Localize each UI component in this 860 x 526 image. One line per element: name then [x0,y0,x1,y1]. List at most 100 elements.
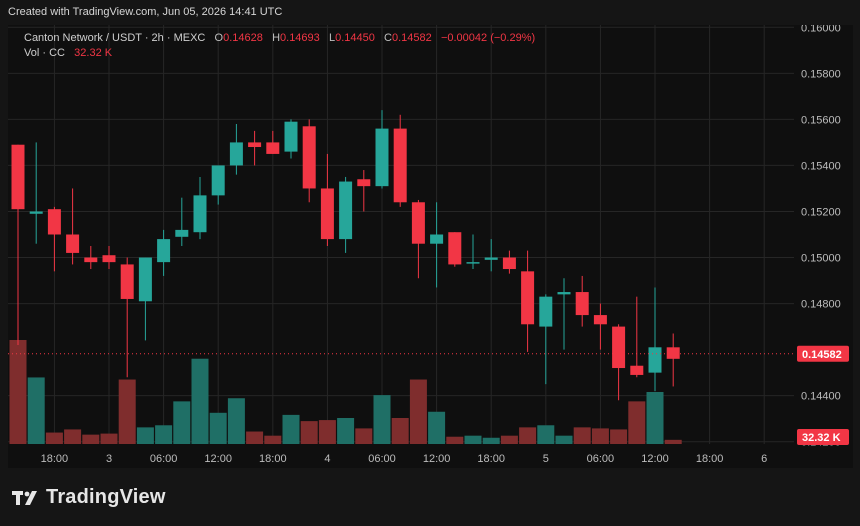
close-label: C [384,32,392,44]
volume-bar [264,435,282,444]
y-tick-label: 0.14800 [801,299,841,311]
candle-body [175,229,189,237]
candle-body [593,315,607,325]
candle-body [630,365,644,375]
candle-body [302,126,316,189]
volume-bar [591,428,609,444]
x-tick-label: 18:00 [696,453,724,465]
y-tick-label: 0.15800 [801,68,841,80]
high-value: 0.14693 [280,32,320,44]
volume-badge [797,429,849,445]
y-tick-label: 0.15400 [801,160,841,172]
volume-bar [482,437,500,444]
candle-body [29,211,43,214]
candle-body [66,234,80,253]
candle-body [466,262,480,264]
close-value: 0.14582 [392,32,432,44]
y-tick-label: 0.15000 [801,253,841,265]
candle-body [612,326,626,369]
y-tick-label: 0.15200 [801,206,841,218]
symbol-label: Canton Network / USDT · 2h · MEXC [24,32,206,44]
candle-body [193,195,207,233]
last-price-label: 0.14582 [802,349,842,361]
volume-bar [300,421,318,444]
candle-body [484,257,498,260]
low-value: 0.14450 [335,32,375,44]
change-value: −0.00042 (−0.29%) [440,32,536,44]
volume-bar [573,427,591,444]
volume-bar [246,431,264,444]
volume-bar [337,418,355,444]
candle-body [411,202,425,244]
volume-bar [409,379,427,444]
tradingview-logo-icon [12,490,37,505]
x-tick-label: 4 [324,453,330,465]
y-tick-label: 0.14400 [801,391,841,403]
volume-bar [64,429,82,444]
x-tick-label: 06:00 [587,453,615,465]
y-tick-label: 0.16000 [801,25,841,34]
candlestick-chart[interactable]: 0.16000 0.15800 0.15600 0.15400 0.15200 0.150… [8,25,853,468]
candle-body [557,292,571,295]
open-value: 0.14628 [223,32,263,44]
candle-body [448,232,462,265]
volume-bar [191,358,209,444]
chart-caption: Created with TradingView.com, Jun 05, 20… [8,6,283,18]
volume-bar [318,420,336,444]
high-label: H [272,32,281,44]
volume-bar [628,401,646,444]
x-tick-label: 18:00 [477,453,505,465]
volume-bar [136,427,154,444]
brand-name: TradingView [46,486,166,508]
volume-bar [355,428,373,444]
candle-body [47,209,61,235]
tradingview-logo[interactable]: TradingView [12,486,166,509]
candle-body [521,271,535,325]
x-tick-label: 18:00 [41,453,69,465]
volume-bar [500,435,518,444]
volume-bar [9,340,27,444]
volume-bar [282,414,300,444]
candle-body [266,142,280,154]
x-tick-label: 06:00 [368,453,396,465]
candle-body [11,144,25,210]
candle-body [157,239,171,263]
volume-bar [555,435,573,444]
candle-body [84,257,98,263]
volume-value: 32.32 K [74,47,113,59]
x-tick-label: 12:00 [423,453,451,465]
candle-body [320,188,334,240]
x-tick-label: 12:00 [204,453,232,465]
volume-bar [391,418,409,444]
volume-bar [373,395,391,444]
volume-bar [446,436,464,444]
candle-body [120,264,134,299]
candle-body [211,165,225,196]
volume-bar [82,434,100,444]
volume-bar [100,433,118,444]
volume-bar [664,439,682,444]
chart-area[interactable]: 0.16000 0.15800 0.15600 0.15400 0.15200 0.150… [8,25,853,468]
x-tick-label: 5 [543,453,549,465]
volume-bar [428,411,446,444]
candle-body [539,296,553,327]
x-tick-label: 06:00 [150,453,178,465]
volume-bar [610,429,628,444]
open-label: O [214,32,224,44]
volume-bar [646,392,664,444]
volume-bar [209,412,227,444]
volume-bar [537,425,555,444]
volume-bar [464,435,482,444]
volume-legend: Vol · CC 32.32 K [24,47,112,59]
low-label: L [328,32,336,44]
y-tick-label: 0.15600 [801,114,841,126]
candle-body [138,257,152,302]
candle-body [357,179,371,187]
candle-body [375,128,389,187]
candle-body [248,142,262,148]
candle-body [648,347,662,373]
volume-bar [519,427,537,444]
volume-bar [155,425,173,444]
volume-bar [173,401,191,444]
